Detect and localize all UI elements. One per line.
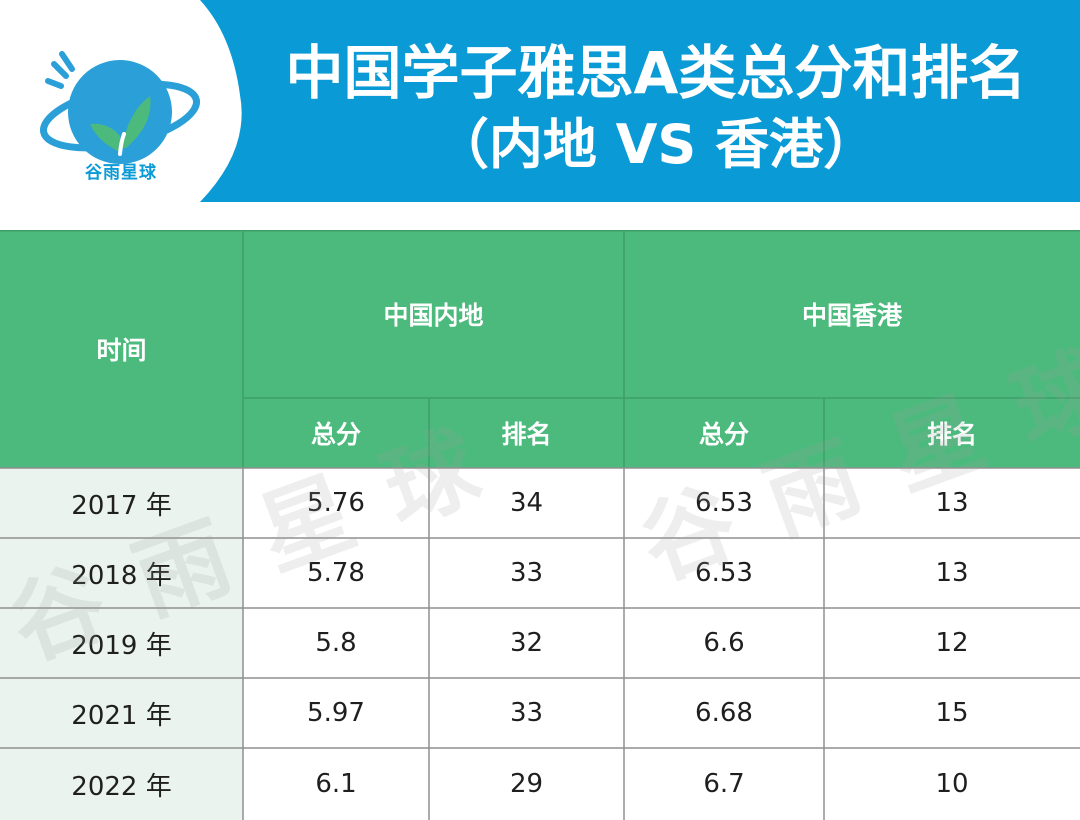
- page-subtitle: （内地 VS 香港）: [434, 113, 878, 176]
- mainland-score-cell: 5.97: [307, 698, 365, 728]
- hk-rank-cell: 10: [935, 769, 969, 799]
- hk-rank-label: 排名: [926, 420, 977, 449]
- hk-rank-cell: 13: [935, 558, 969, 588]
- hk-rank-cell: 12: [935, 628, 969, 658]
- sprout-globe-icon: [39, 51, 201, 164]
- mainland-group-label: 中国内地: [383, 301, 484, 330]
- mainland-score-cell: 5.76: [307, 488, 365, 518]
- hk-rank-header: 排名: [824, 398, 1080, 468]
- year-cell: 2019 年: [0, 608, 243, 678]
- mainland-rank-header: 排名: [429, 398, 624, 468]
- mainland-score-cell: 5.78: [307, 558, 365, 588]
- mainland-score-header: 总分: [243, 398, 429, 468]
- hk-group-header: 中国香港: [624, 230, 1080, 398]
- page-title: 中国学子雅思A类总分和排名: [285, 39, 1027, 107]
- mainland-rank-label: 排名: [501, 420, 552, 449]
- hk-rank-cell: 15: [935, 698, 969, 728]
- mainland-rank-cell: 33: [509, 698, 544, 728]
- mainland-score-label: 总分: [310, 420, 361, 449]
- mainland-rank-cell: 32: [509, 628, 544, 658]
- mainland-rank-cell: 33: [509, 558, 544, 588]
- header-banner: [200, 0, 1080, 202]
- page-header: 谷雨星球 中国学子雅思A类总分和排名 （内地 VS 香港）: [0, 0, 1080, 202]
- hk-rank-cell: 13: [935, 488, 969, 518]
- time-header: 时间: [0, 230, 243, 468]
- mainland-rank-cell: 29: [509, 769, 544, 799]
- hk-score-cell: 6.6: [703, 628, 745, 658]
- hk-score-cell: 6.53: [695, 558, 753, 588]
- mainland-score-cell: 5.8: [315, 628, 357, 658]
- ielts-score-table: 时间 中国内地 中国香港 总分 排名 总分 排名 2017 年 5.76 34 …: [0, 230, 1080, 820]
- hk-group-label: 中国香港: [801, 301, 902, 330]
- hk-score-header: 总分: [624, 398, 824, 468]
- mainland-group-header: 中国内地: [243, 230, 624, 398]
- logo-text: 谷雨星球: [85, 163, 157, 183]
- hk-score-cell: 6.68: [695, 698, 753, 728]
- year-cell: 2018 年: [0, 538, 243, 608]
- mainland-rank-cell: 34: [509, 488, 544, 518]
- time-header-label: 时间: [96, 336, 147, 365]
- year-cell: 2022 年: [0, 748, 243, 820]
- year-cell: 2021 年: [0, 678, 243, 748]
- mainland-score-cell: 6.1: [315, 769, 357, 799]
- hk-score-label: 总分: [698, 420, 749, 449]
- year-cell: 2017 年: [0, 468, 243, 538]
- hk-score-cell: 6.53: [695, 488, 753, 518]
- hk-score-cell: 6.7: [703, 769, 745, 799]
